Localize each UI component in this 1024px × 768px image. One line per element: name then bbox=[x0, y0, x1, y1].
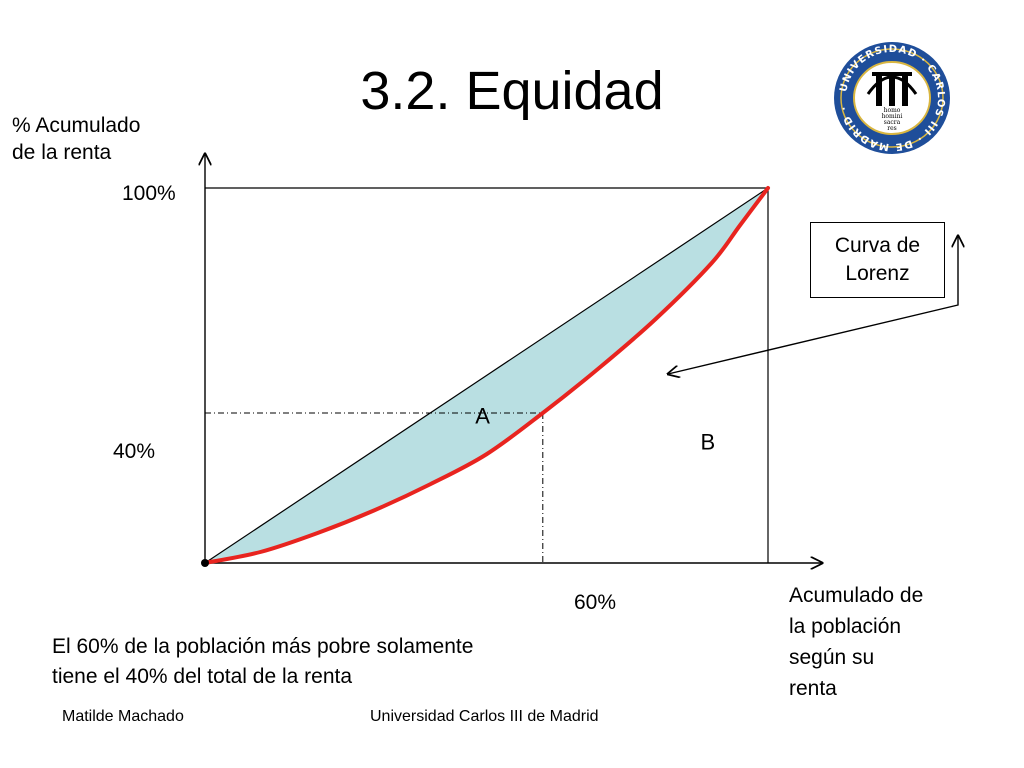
y-axis-label-line: de la renta bbox=[12, 141, 112, 164]
footer-institution: Universidad Carlos III de Madrid bbox=[370, 708, 599, 725]
callout-arrow bbox=[668, 236, 958, 374]
svg-text:res: res bbox=[887, 125, 897, 132]
equality-line bbox=[204, 187, 769, 564]
note-line: tiene el 40% del total de la renta bbox=[52, 665, 353, 688]
x-axis-label-line: renta bbox=[789, 677, 837, 700]
y-axis-label-line: % Acumulado bbox=[12, 114, 141, 137]
x-axis-label-line: la población bbox=[789, 615, 902, 638]
footer-author: Matilde Machado bbox=[62, 708, 184, 725]
seal-columns-icon bbox=[866, 72, 918, 106]
note-line: El 60% de la población más pobre solamen… bbox=[52, 635, 474, 658]
explanation-note: El 60% de la población más pobre solamen… bbox=[52, 632, 612, 692]
svg-text:homini: homini bbox=[882, 113, 903, 120]
origin-point bbox=[201, 559, 209, 567]
callout-line: Curva de bbox=[834, 234, 921, 257]
x-axis-label-line: según su bbox=[789, 646, 875, 669]
y-tick-40: 40% bbox=[113, 440, 156, 463]
svg-text:sacra: sacra bbox=[884, 119, 901, 126]
x-tick-60: 60% bbox=[574, 591, 617, 614]
x-axis-label: Acumulado de la población según su renta bbox=[789, 580, 969, 704]
lorenz-curve-callout: Curva de Lorenz bbox=[810, 222, 945, 298]
svg-text:homo: homo bbox=[884, 107, 901, 114]
callout-line: Lorenz bbox=[845, 262, 910, 285]
university-seal-logo: UNIVERSIDAD · CARLOS III · DE MADRID · h… bbox=[834, 42, 950, 154]
y-tick-100: 100% bbox=[122, 182, 176, 205]
y-axis-label: % Acumulado de la renta bbox=[12, 112, 140, 166]
page-title: 3.2. Equidad bbox=[360, 61, 664, 121]
seal-motto: homo homini sacra res bbox=[882, 107, 903, 132]
region-b-label: B bbox=[700, 430, 715, 455]
x-axis-label-line: Acumulado de bbox=[789, 584, 924, 607]
region-a-label: A bbox=[475, 403, 490, 428]
